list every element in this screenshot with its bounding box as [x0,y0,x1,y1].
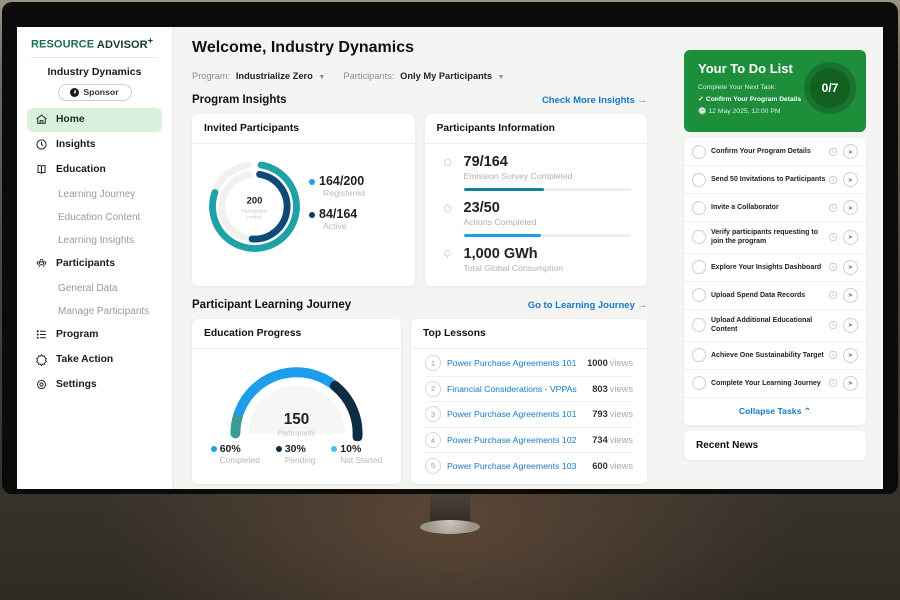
svg-text:150: 150 [284,411,309,428]
svg-text:200: 200 [247,195,263,206]
svg-text:Participants: Participants [278,429,316,438]
svg-text:Invited: Invited [247,215,262,221]
svg-text:Participants: Participants [242,208,268,214]
